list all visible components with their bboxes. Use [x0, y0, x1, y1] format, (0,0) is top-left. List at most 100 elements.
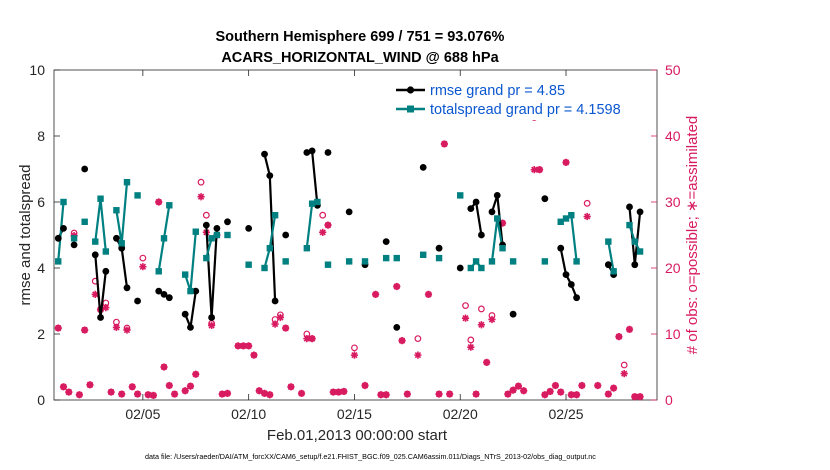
y2-axis-label: # of obs: o=possible; ∗=assimilated — [684, 116, 701, 355]
obs-assimilated-marker — [186, 382, 195, 390]
y2-tick-label: 10 — [665, 326, 681, 342]
totalspread-point — [308, 200, 316, 207]
rmse-point — [488, 208, 496, 216]
obs-assimilated-marker — [498, 219, 507, 227]
legend-spread-marker — [407, 105, 414, 113]
totalspread-point — [324, 261, 332, 268]
totalspread-point — [213, 231, 221, 239]
totalspread-point — [102, 248, 110, 255]
x-tick-label: 02/05 — [125, 406, 160, 422]
obs-assimilated-marker — [271, 320, 279, 328]
rmse-point — [308, 147, 316, 155]
x-tick-label: 02/20 — [443, 406, 478, 422]
obs-assimilated-marker — [504, 390, 512, 398]
rmse-point — [435, 244, 443, 252]
obs-possible-marker — [202, 211, 210, 219]
obs-assimilated-marker — [620, 370, 628, 378]
totalspread-point — [266, 245, 274, 252]
obs-assimilated-marker — [578, 381, 586, 390]
totalspread-point — [282, 258, 289, 265]
obs-assimilated-marker — [488, 315, 496, 324]
rmse-point — [91, 251, 99, 259]
obs-assimilated-marker — [81, 326, 89, 334]
x-tick-label: 02/10 — [231, 406, 266, 422]
obs-assimilated-marker — [530, 166, 538, 174]
obs-assimilated-marker — [139, 263, 147, 271]
totalspread-point — [631, 238, 638, 245]
obs-assimilated-marker — [340, 387, 348, 396]
obs-assimilated-marker — [631, 393, 639, 401]
obs-assimilated-marker — [239, 342, 247, 350]
obs-assimilated-marker — [610, 384, 618, 392]
obs-assimilated-marker — [372, 290, 380, 298]
obs-assimilated-marker — [86, 381, 94, 389]
totalspread-point — [478, 264, 485, 272]
obs-assimilated-marker — [477, 321, 485, 329]
totalspread-point — [420, 251, 427, 258]
totalspread-point — [166, 202, 173, 209]
obs-assimilated-marker — [472, 390, 480, 398]
obs-assimilated-marker — [308, 335, 316, 343]
obs-assimilated-marker — [446, 390, 454, 398]
y-tick-label: 6 — [37, 194, 45, 210]
y-tick-label: 0 — [37, 392, 45, 408]
rmse-point — [102, 267, 110, 275]
rmse-point — [456, 264, 464, 272]
rmse-point — [604, 261, 612, 269]
rmse-point — [303, 149, 311, 156]
totalspread-point — [118, 240, 125, 247]
obs-assimilated-marker — [255, 387, 263, 395]
rmse-point — [155, 287, 163, 295]
y-tick-label: 2 — [37, 326, 45, 342]
legend-rmse-label: rmse grand pr = 4.85 — [430, 83, 565, 99]
rmse-point — [562, 271, 570, 278]
totalspread-point — [345, 258, 353, 265]
legend-spread-label: totalspread grand pr = 4.1598 — [430, 102, 621, 118]
rmse-point — [97, 314, 104, 321]
x-axis-ticks: 02/05 02/10 02/15 02/20 02/25 — [125, 70, 584, 422]
y-axis-ticks: 0 2 4 6 8 10 — [29, 62, 60, 408]
rmse-point — [261, 150, 268, 158]
y2-axis-ticks: 0 10 20 30 40 50 — [651, 62, 681, 408]
obs-assimilated-marker — [541, 391, 549, 399]
obs-assimilated-marker — [234, 342, 242, 350]
obs-possible-marker — [414, 335, 422, 343]
obs-assimilated-marker — [461, 314, 470, 322]
obs-assimilated-marker — [303, 335, 311, 343]
rmse-point — [631, 261, 639, 269]
totalspread-point — [605, 238, 612, 245]
totalspread-point — [303, 245, 311, 252]
obs-assimilated-marker — [75, 391, 83, 399]
obs-assimilated-marker — [562, 158, 570, 166]
obs-assimilated-marker — [334, 388, 343, 396]
rmse-point — [419, 163, 427, 171]
obs-assimilated-marker — [551, 381, 560, 390]
obs-assimilated-marker — [287, 383, 295, 391]
y2-tick-label: 40 — [665, 128, 681, 144]
obs-assimilated-marker — [361, 381, 369, 390]
rmse-point — [187, 324, 194, 331]
rmse-point — [271, 297, 279, 305]
totalspread-point — [92, 238, 99, 245]
rmse-point — [192, 287, 200, 295]
obs-assimilated-marker — [424, 290, 433, 298]
obs-assimilated-marker — [514, 382, 523, 390]
obs-assimilated-marker — [535, 166, 544, 174]
obs-possible-marker — [477, 305, 485, 313]
y2-tick-label: 30 — [665, 194, 681, 210]
totalspread-point — [55, 258, 62, 265]
totalspread-point — [562, 215, 570, 222]
totalspread-point — [192, 228, 199, 235]
obs-assimilated-marker — [398, 337, 406, 345]
totalspread-point — [60, 198, 67, 206]
rmse-point — [202, 221, 210, 229]
footer-data-file: data file: /Users/raeder/DAI/ATM_forcXX/… — [145, 452, 596, 461]
rmse-point — [70, 241, 78, 249]
totalspread-point — [224, 231, 231, 239]
totalspread-point — [361, 258, 369, 265]
obs-assimilated-marker — [144, 391, 152, 399]
obs-assimilated-marker — [160, 363, 168, 371]
obs-assimilated-marker — [319, 228, 327, 236]
rmse-point — [393, 324, 401, 331]
totalspread-point — [382, 254, 390, 262]
